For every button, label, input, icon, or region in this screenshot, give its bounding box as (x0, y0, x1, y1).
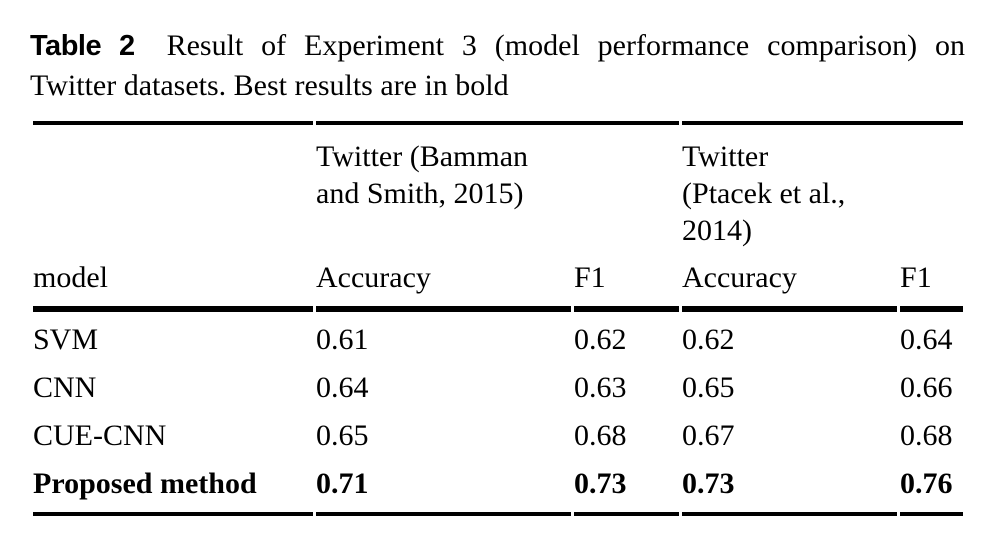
value-cell: 0.65 (682, 371, 735, 404)
model-name-cell: CUE-CNN (33, 419, 167, 452)
value-cell: 0.65 (316, 419, 369, 452)
group-header-line: 2014) (682, 214, 753, 247)
table-row-cnn: CNN 0.64 0.63 0.65 0.66 (33, 364, 963, 412)
value-cell: 0.73 (682, 460, 898, 516)
caption-line-2: Twitter datasets. Best results are in bo… (30, 66, 965, 105)
column-header-accuracy-ptacek: Accuracy (682, 249, 898, 312)
value-cell: 0.62 (574, 323, 627, 356)
value-cell: 0.64 (900, 323, 953, 356)
caption-line-1: Table 2 Result of Experiment 3 (model pe… (30, 26, 965, 66)
dataset-group-header-bamman: Twitter (Bamman and Smith, 2015) (316, 121, 680, 249)
model-name-cell: Proposed method (33, 460, 313, 516)
table-row-cue-cnn: CUE-CNN 0.65 0.68 0.67 0.68 (33, 412, 963, 460)
value-cell: 0.66 (900, 371, 953, 404)
dataset-group-header-ptacek: Twitter (Ptacek et al., 2014) (682, 121, 964, 249)
caption-text-line-1: Result of Experiment 3 (model performanc… (166, 29, 965, 62)
table-row-proposed-method: Proposed method 0.71 0.73 0.73 0.76 (33, 460, 964, 516)
value-cell: 0.71 (316, 460, 571, 516)
column-header-accuracy-bamman: Accuracy (316, 249, 571, 312)
table-number-label: Table 2 (30, 30, 135, 62)
group-empty-cell (33, 121, 313, 249)
value-cell: 0.61 (316, 323, 369, 356)
dataset-group-row: Twitter (Bamman and Smith, 2015) Twitter… (33, 121, 964, 249)
column-header-f1-ptacek: F1 (900, 249, 964, 312)
value-cell: 0.76 (900, 460, 964, 516)
table-row-svm: SVM 0.61 0.62 0.62 0.64 (33, 312, 963, 364)
model-name-cell: SVM (33, 323, 99, 356)
results-table: Twitter (Bamman and Smith, 2015) Twitter… (30, 121, 966, 516)
value-cell: 0.67 (682, 419, 735, 452)
column-header-row: model Accuracy F1 Accuracy F1 (33, 249, 964, 312)
value-cell: 0.68 (574, 419, 627, 452)
table-caption: Table 2 Result of Experiment 3 (model pe… (30, 26, 965, 105)
value-cell: 0.63 (574, 371, 627, 404)
value-cell: 0.64 (316, 371, 369, 404)
column-header-model: model (33, 249, 313, 312)
model-name-cell: CNN (33, 371, 97, 404)
value-cell: 0.73 (574, 460, 680, 516)
value-cell: 0.68 (900, 419, 953, 452)
group-header-line: and Smith, 2015) (316, 177, 524, 210)
group-header-line: Twitter (Bamman (316, 140, 529, 173)
column-header-f1-bamman: F1 (574, 249, 680, 312)
group-header-line: Twitter (682, 140, 769, 173)
caption-text-line-2: Twitter datasets. Best results are in bo… (30, 69, 509, 102)
value-cell: 0.62 (682, 323, 735, 356)
group-header-line: (Ptacek et al., (682, 177, 846, 210)
